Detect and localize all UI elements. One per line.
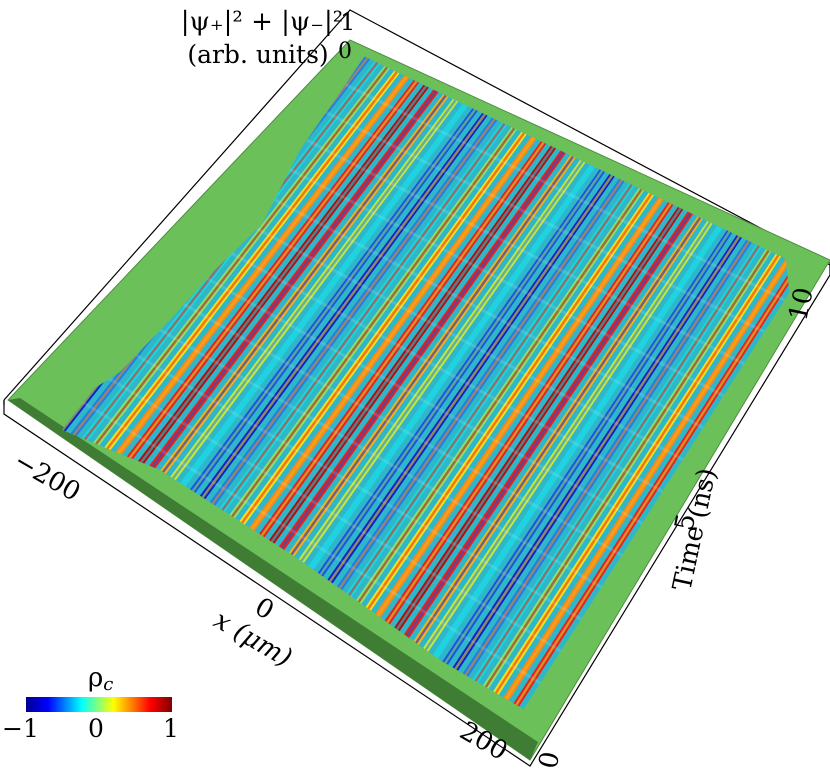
colorbar-tick-1: 1 bbox=[163, 714, 179, 743]
surface-ripple bbox=[248, 184, 704, 429]
surface-ridge bbox=[91, 66, 389, 450]
colorbar-gradient bbox=[26, 697, 172, 712]
surface-ripple bbox=[333, 77, 786, 302]
surface-ridge bbox=[471, 245, 760, 687]
surface-ripple bbox=[185, 265, 643, 525]
time-tick-0: 0 bbox=[534, 749, 567, 771]
surface-ridge bbox=[161, 99, 457, 493]
surface-ridge bbox=[511, 263, 790, 710]
surface-ridge bbox=[491, 254, 780, 699]
surface-ridge bbox=[151, 94, 447, 487]
surface-ridge bbox=[221, 127, 516, 531]
surface-ridge bbox=[391, 207, 682, 637]
surface-ridge bbox=[431, 226, 721, 662]
surface-ridge bbox=[191, 113, 486, 512]
surface-ridge bbox=[321, 174, 614, 593]
surface-ripple bbox=[206, 238, 664, 493]
z-axis-label-line1: |ψ₊|² + |ψ₋|² bbox=[181, 7, 343, 37]
surface-ridge bbox=[281, 155, 574, 568]
surface-ridge bbox=[231, 132, 526, 537]
surface-ridge bbox=[341, 184, 633, 606]
z-tick-1: 1 bbox=[340, 8, 355, 36]
surface-ridge bbox=[261, 146, 555, 556]
x-tick-0: 0 bbox=[250, 592, 279, 626]
surface-ridge bbox=[371, 198, 662, 624]
surface-ripple bbox=[164, 292, 623, 557]
surface-ripple bbox=[312, 104, 765, 334]
colorbar: ρc −1 0 1 bbox=[2, 663, 179, 743]
bounding-box-front bbox=[3, 262, 830, 767]
surface-ridge bbox=[451, 235, 741, 674]
surface-ridge bbox=[131, 85, 428, 475]
x-tick-neg200: −200 bbox=[9, 446, 86, 508]
time-tick-5: 5 bbox=[670, 511, 703, 533]
surface-ridge bbox=[291, 160, 584, 574]
surface-ridge bbox=[481, 249, 770, 693]
surface-ridge bbox=[381, 202, 672, 631]
surface-ridge bbox=[251, 141, 545, 549]
colorbar-tick-0: 0 bbox=[88, 714, 104, 743]
surface-ridge bbox=[211, 122, 506, 525]
floor-front-edge bbox=[8, 398, 538, 760]
surface-ridge bbox=[311, 169, 604, 587]
surface-ridge bbox=[461, 240, 751, 680]
surface-ridge bbox=[141, 90, 437, 481]
surface-ridge bbox=[201, 118, 496, 518]
surface-ridge bbox=[301, 165, 594, 581]
surface-ripple bbox=[122, 346, 582, 621]
surface-ridge bbox=[361, 193, 653, 618]
surface-ridge bbox=[401, 212, 692, 643]
surface-ripple bbox=[143, 319, 603, 589]
surface-ridge bbox=[111, 76, 408, 462]
surface-ripple bbox=[291, 131, 745, 366]
surface-ripple bbox=[101, 373, 562, 653]
surface-stripes bbox=[62, 52, 790, 710]
surface-ridge bbox=[241, 137, 535, 543]
z-axis-label-line2: (arb. units) bbox=[187, 40, 328, 69]
surface-ridge bbox=[181, 108, 477, 506]
surface-ridge bbox=[411, 216, 702, 649]
surface-ridge bbox=[351, 188, 643, 612]
time-tick-10: 10 bbox=[784, 285, 820, 324]
z-axis: |ψ₊|² + |ψ₋|² (arb. units) 1 0 bbox=[181, 7, 356, 69]
z-tick-0: 0 bbox=[338, 39, 352, 64]
surface-ridge bbox=[101, 71, 398, 456]
surface-ripple bbox=[270, 158, 725, 398]
surface-ridge bbox=[271, 151, 565, 562]
colorbar-label: ρc bbox=[88, 663, 113, 695]
surface-ridge bbox=[501, 259, 790, 705]
surface-ridge bbox=[331, 179, 623, 599]
colorbar-tick-neg1: −1 bbox=[2, 714, 39, 743]
surface-ridge bbox=[441, 231, 731, 668]
surface-ridge bbox=[421, 221, 711, 656]
surface-ripple bbox=[80, 399, 542, 685]
surface-ridge bbox=[121, 80, 418, 468]
surface-ripple bbox=[227, 211, 684, 461]
surface-ridge bbox=[171, 104, 467, 500]
